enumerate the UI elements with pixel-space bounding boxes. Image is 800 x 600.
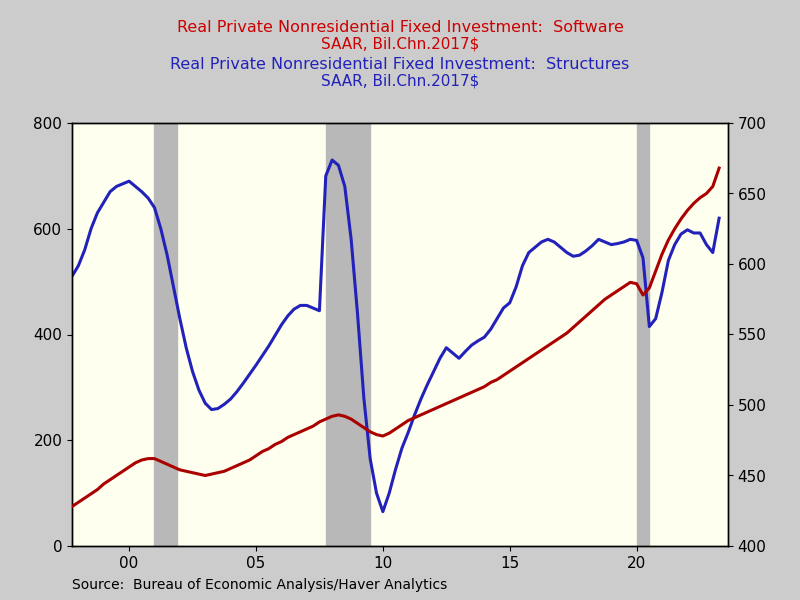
Text: Real Private Nonresidential Fixed Investment:  Software: Real Private Nonresidential Fixed Invest… (177, 19, 623, 34)
Text: Real Private Nonresidential Fixed Investment:  Structures: Real Private Nonresidential Fixed Invest… (170, 57, 630, 72)
Bar (637, 123, 650, 546)
Bar (154, 123, 178, 546)
Text: Source:  Bureau of Economic Analysis/Haver Analytics: Source: Bureau of Economic Analysis/Have… (72, 578, 447, 592)
Text: SAAR, Bil.Chn.2017$: SAAR, Bil.Chn.2017$ (321, 36, 479, 51)
Bar (326, 123, 370, 546)
Text: SAAR, Bil.Chn.2017$: SAAR, Bil.Chn.2017$ (321, 73, 479, 88)
